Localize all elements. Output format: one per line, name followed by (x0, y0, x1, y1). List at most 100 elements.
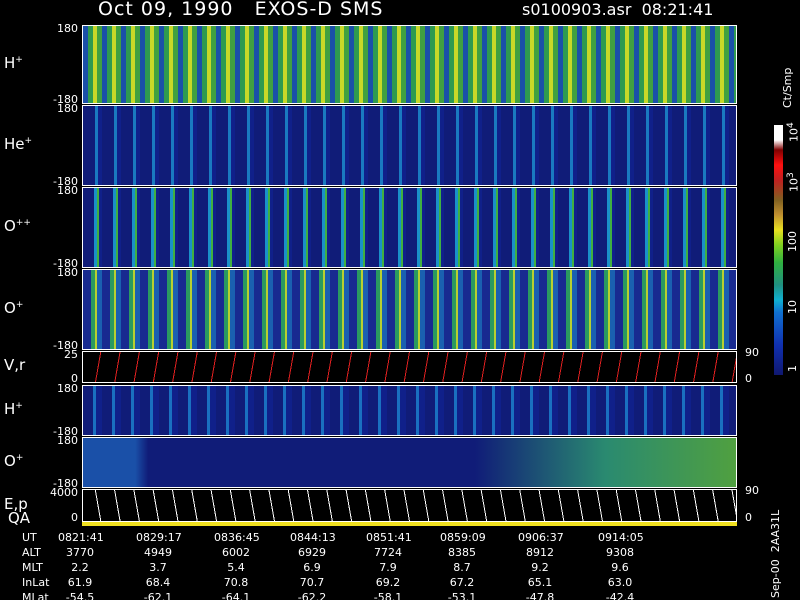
cell: 3.7 (149, 561, 167, 574)
cell: 6002 (222, 546, 250, 559)
cell: 63.0 (607, 576, 633, 589)
cell: 0851:41 (366, 531, 412, 544)
panel-label-text: V,r (4, 356, 26, 374)
panel-label-sup: + (15, 452, 24, 463)
panel-label: V,r (4, 358, 25, 373)
y2-tick-label: 90 (745, 484, 759, 497)
panel-label-text: H (4, 53, 16, 72)
panel-label-sup: + (15, 54, 23, 65)
panel (82, 187, 737, 268)
y-tick-label: 180 (57, 22, 78, 35)
y-tick-label: -180 (53, 175, 78, 188)
colorbar-tick-base: 100 (786, 231, 799, 252)
panel-label: H+ (4, 53, 23, 72)
cell: 7.9 (379, 561, 397, 574)
cell: 0906:37 (518, 531, 564, 544)
colorbar-tick: 1 (786, 365, 799, 372)
row-label: UT (22, 531, 37, 544)
panel-label-text: O (4, 298, 16, 317)
panel-label: He+ (4, 134, 33, 153)
cell: -62.2 (297, 591, 327, 600)
cell: -64.1 (221, 591, 251, 600)
panel (82, 105, 737, 186)
cell: 65.1 (527, 576, 553, 589)
colorbar-tick: 100 (786, 231, 799, 252)
panel-label: O+ (4, 452, 24, 469)
panel-label-sup: + (24, 135, 33, 146)
colorbar-tick-base: 10 (787, 178, 800, 192)
cell: 9308 (606, 546, 634, 559)
panel (82, 351, 737, 383)
panel (82, 25, 737, 104)
row-label: InLat (22, 576, 50, 589)
y-tick-label: 25 (64, 348, 78, 361)
cell: -53.1 (447, 591, 477, 600)
panel-label: O+ (4, 298, 24, 317)
panel-label-sup: + (15, 400, 23, 411)
cell: 5.4 (227, 561, 245, 574)
y-tick-label: 180 (57, 382, 78, 395)
colorbar (774, 125, 783, 375)
cell: 7724 (374, 546, 402, 559)
cell: -62.1 (143, 591, 173, 600)
cell: 0844:13 (290, 531, 336, 544)
cell: -58.1 (373, 591, 403, 600)
y-tick-label: -180 (53, 339, 78, 352)
cell: 8385 (448, 546, 476, 559)
colorbar-tick-base: 10 (787, 128, 800, 142)
qa-bar (82, 522, 737, 526)
colorbar-tick-exp: 4 (786, 122, 796, 128)
y2-tick-label: 90 (745, 346, 759, 359)
y-tick-label: -180 (53, 477, 78, 490)
panel (82, 385, 737, 436)
panel-label-text: H (4, 399, 16, 418)
cell: 70.8 (223, 576, 249, 589)
cell: 0821:41 (58, 531, 104, 544)
panel-label: H+ (4, 399, 23, 418)
y-tick-label: -180 (53, 93, 78, 106)
colorbar-tick-base: 1 (786, 365, 799, 372)
panel (82, 437, 737, 488)
panel-label-text: He (4, 134, 25, 153)
y2-tick-label: 0 (745, 372, 752, 385)
cell: 68.4 (145, 576, 171, 589)
panel (82, 489, 737, 522)
cell: 2.2 (71, 561, 89, 574)
title: Oct 09, 1990 EXOS-D SMS (98, 0, 384, 20)
cell: 6.9 (303, 561, 321, 574)
cell: 9.6 (611, 561, 629, 574)
file-label: s0100903.asr 08:21:41 (522, 0, 714, 19)
cell: 6929 (298, 546, 326, 559)
panel-label-text: O (4, 216, 16, 235)
y-tick-label: 180 (57, 266, 78, 279)
qa-label: QA (8, 509, 31, 527)
panel-label-sup: + (15, 299, 24, 310)
colorbar-tick: 10 (786, 300, 799, 314)
cell: -47.8 (525, 591, 555, 600)
row-label: MLT (22, 561, 43, 574)
panel-label-sup: ++ (15, 217, 31, 228)
colorbar-tick-exp: 3 (786, 172, 796, 178)
cell: 0914:05 (598, 531, 644, 544)
cell: 0859:09 (440, 531, 486, 544)
cell: 69.2 (375, 576, 401, 589)
panel-label: O++ (4, 216, 31, 235)
colorbar-tick: 104 (786, 122, 800, 142)
cell: -54.5 (65, 591, 95, 600)
cell: 67.2 (449, 576, 475, 589)
colorbar-tick: 103 (786, 172, 800, 192)
cell: 0829:17 (136, 531, 182, 544)
y-tick-label: -180 (53, 425, 78, 438)
cell: 61.9 (67, 576, 93, 589)
y-tick-label: 180 (57, 102, 78, 115)
y-tick-label: 180 (57, 434, 78, 447)
y-tick-label: 4000 (50, 486, 78, 499)
cell: 4949 (144, 546, 172, 559)
colorbar-tick-base: 10 (786, 300, 799, 314)
y-tick-label: -180 (53, 257, 78, 270)
panel (82, 269, 737, 350)
cell: 8912 (526, 546, 554, 559)
y-tick-label: 0 (71, 511, 78, 524)
cell: 70.7 (299, 576, 325, 589)
